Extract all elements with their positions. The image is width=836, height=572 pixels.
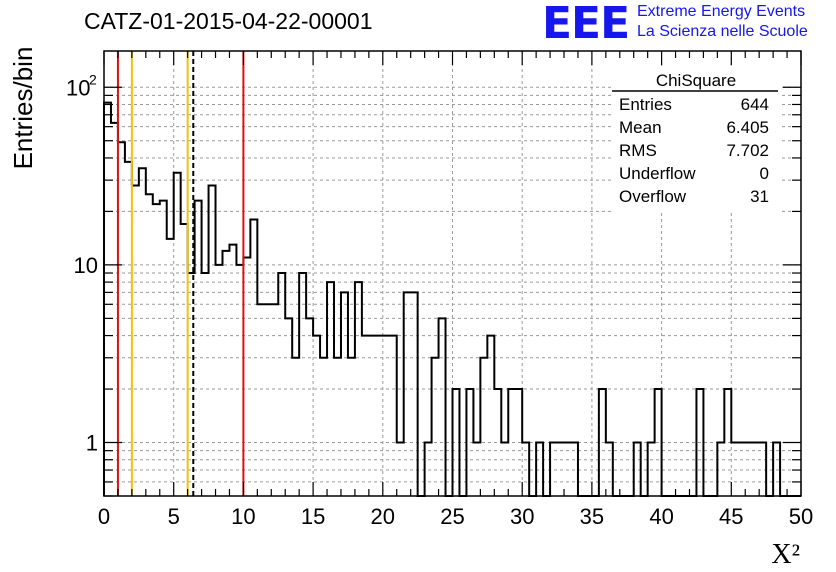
logo-tagline-1: Extreme Energy Events [637,3,806,20]
histogram-step-line [103,101,801,497]
y-axis-label: Entries/bin [8,47,38,170]
eee-logo: EEE [542,0,630,49]
stats-label: Underflow [619,164,696,183]
stats-title: ChiSquare [656,71,736,90]
x-tick-label: 20 [371,504,395,529]
logo-tagline-2: La Scienza nelle Scuole [637,23,808,40]
x-tick-label: 50 [789,504,813,529]
x-tick-label: 30 [510,504,534,529]
page-title: CATZ-01-2015-04-22-00001 [84,8,373,34]
stats-box: ChiSquare Entries 644 Mean 6.405 RMS 7.702 Unde… [612,66,780,212]
x-tick-label: 40 [649,504,673,529]
stats-label: Entries [619,95,672,114]
stats-label: Overflow [619,187,687,206]
x-tick-label: 25 [440,504,464,529]
vertical-lines [116,51,245,496]
stats-label: RMS [619,141,657,160]
x-tick-label: 35 [580,504,604,529]
stats-label: Mean [619,118,662,137]
x-axis-label: X² [771,539,800,570]
stats-value: 6.405 [726,118,769,137]
y-tick-label: 10 [74,253,98,278]
stats-value: 7.702 [726,141,769,160]
stats-value: 31 [750,187,769,206]
grid [104,51,801,496]
stats-value: 0 [760,164,769,183]
x-tick-label: 45 [719,504,743,529]
x-tick-label: 0 [98,504,110,529]
x-tick-label: 5 [168,504,180,529]
y-tick-label: 10 [66,75,90,100]
x-tick-label: 10 [231,504,255,529]
stats-value: 644 [741,95,769,114]
y-tick-label-exponent: 2 [89,71,97,87]
x-tick-label: 15 [301,504,325,529]
histogram [103,101,801,497]
y-tick-label: 1 [86,431,98,456]
